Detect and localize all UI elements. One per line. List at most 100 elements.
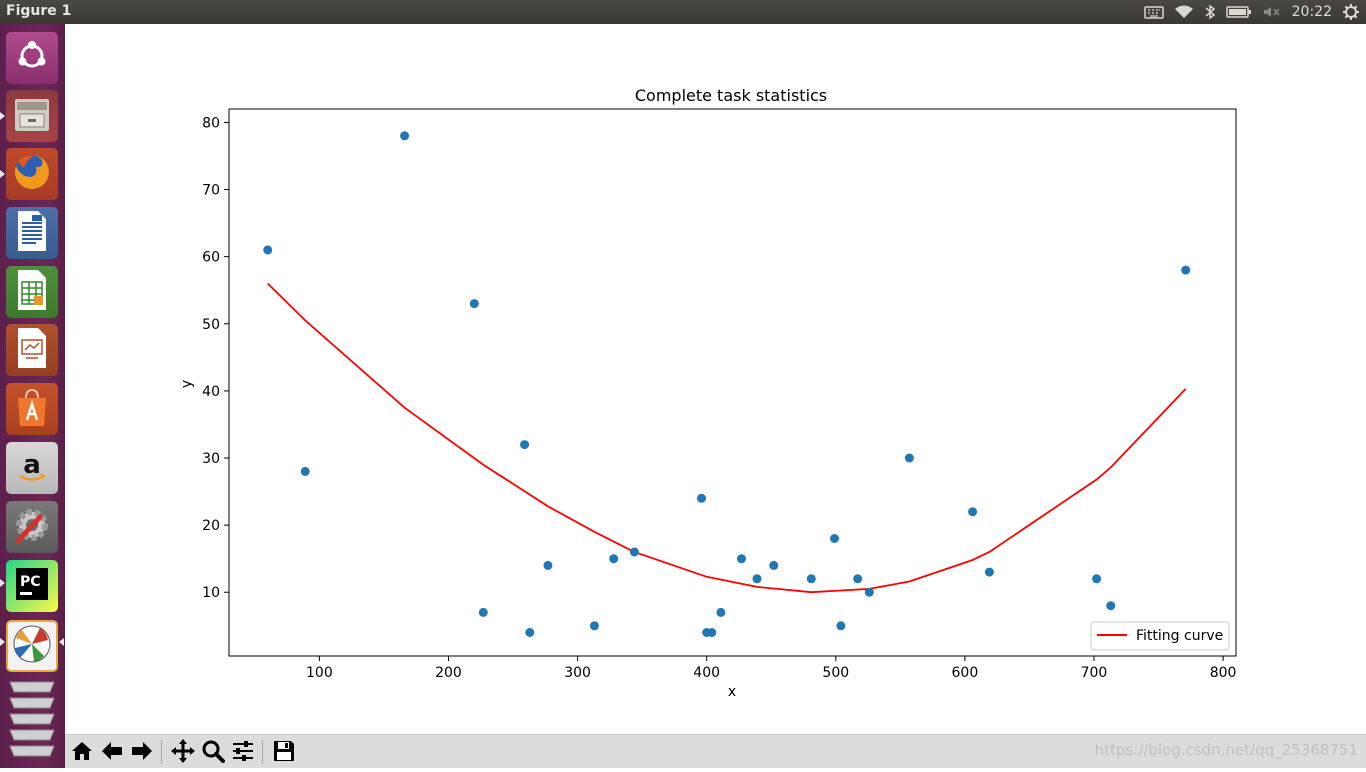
floppy-disk-icon <box>272 739 296 767</box>
settings-wrench-icon <box>10 503 54 551</box>
impress-presentation-icon <box>12 326 52 374</box>
legend-label: Fitting curve <box>1136 628 1223 644</box>
data-point <box>589 621 599 631</box>
x-tick-label: 600 <box>952 665 979 681</box>
data-point <box>525 628 535 637</box>
data-point <box>984 567 994 577</box>
amazon-icon: a <box>12 446 52 490</box>
y-tick-label: 80 <box>202 115 220 131</box>
data-point <box>836 621 846 631</box>
legend-box <box>1090 621 1230 651</box>
pycharm-button[interactable]: PC <box>6 560 58 612</box>
calc-spreadsheet-icon <box>12 268 52 316</box>
amazon-button[interactable]: a <box>6 442 58 494</box>
data-point <box>968 507 978 517</box>
figure-canvas[interactable]: Complete task statistics 100 200 300 400 500… <box>65 24 1366 734</box>
move-arrows-icon <box>170 738 196 768</box>
y-tick-label: 60 <box>202 250 220 266</box>
save-button[interactable] <box>270 739 298 767</box>
home-button[interactable] <box>68 739 96 767</box>
scatter-plot: Complete task statistics 100 200 300 400 500… <box>179 86 1237 700</box>
data-point <box>609 554 619 564</box>
svg-text:PC: PC <box>20 574 41 590</box>
y-tick-label: 40 <box>202 384 220 400</box>
keyboard-icon[interactable] <box>1143 0 1164 24</box>
bluetooth-icon[interactable] <box>1204 0 1216 24</box>
data-point <box>752 574 762 584</box>
x-tick-label: 500 <box>822 665 849 681</box>
back-button[interactable] <box>98 739 126 767</box>
configure-subplots-button[interactable] <box>229 739 257 767</box>
navigation-toolbar: https://blog.csdn.net/qq_25368751 <box>65 734 1366 768</box>
data-point <box>400 131 410 141</box>
running-indicator <box>0 170 5 178</box>
workspace-stack-icon <box>6 676 58 772</box>
firefox-icon <box>10 150 54 198</box>
volume-muted-icon[interactable] <box>1262 0 1282 24</box>
firefox-button[interactable] <box>6 148 58 200</box>
wifi-icon[interactable] <box>1174 0 1194 24</box>
forward-button[interactable] <box>128 739 156 767</box>
ubuntu-dash-button[interactable] <box>6 32 58 84</box>
data-point <box>697 493 706 503</box>
running-indicator <box>0 579 5 587</box>
data-point <box>629 547 639 557</box>
data-point <box>1092 574 1102 584</box>
battery-icon[interactable] <box>1225 0 1252 24</box>
data-point <box>1106 601 1116 611</box>
libreoffice-writer-button[interactable] <box>6 207 58 259</box>
arrow-left-icon <box>100 740 124 766</box>
top-panel: Figure 1 20:22 <box>0 0 1366 24</box>
legend: Fitting curve <box>1090 621 1230 651</box>
data-point <box>830 534 839 543</box>
data-point <box>469 299 479 309</box>
x-axis-ticks: 100 200 300 400 500 600 700 800 <box>306 656 1236 681</box>
zoom-button[interactable] <box>199 739 227 767</box>
y-axis-label: y <box>179 380 195 388</box>
x-tick-label: 800 <box>1210 665 1237 681</box>
running-indicator <box>0 638 5 646</box>
data-point <box>520 440 530 450</box>
system-settings-button[interactable] <box>6 501 58 553</box>
pan-button[interactable] <box>169 739 197 767</box>
toolbar-separator <box>161 740 162 764</box>
ubuntu-logo-icon <box>12 36 52 80</box>
fitting-curve-layer <box>267 282 1187 594</box>
data-point <box>716 607 726 617</box>
files-button[interactable] <box>6 90 58 142</box>
pycharm-icon: PC <box>12 564 52 608</box>
x-tick-label: 200 <box>435 665 462 681</box>
home-icon <box>70 740 94 766</box>
gear-icon[interactable] <box>1342 0 1360 24</box>
svg-text:a: a <box>23 450 41 480</box>
libreoffice-calc-button[interactable] <box>6 266 58 318</box>
axes-frame <box>228 108 1237 657</box>
data-point <box>300 466 310 476</box>
writer-document-icon <box>12 209 52 257</box>
data-point <box>904 453 914 463</box>
x-tick-label: 300 <box>564 665 591 681</box>
data-point <box>806 574 816 584</box>
magnifier-icon <box>201 739 225 767</box>
data-points-layer <box>263 131 1191 637</box>
data-point <box>853 574 863 584</box>
libreoffice-impress-button[interactable] <box>6 324 58 376</box>
data-point <box>1181 265 1191 275</box>
data-point <box>864 587 874 597</box>
shopping-bag-icon <box>12 386 52 432</box>
arrow-right-icon <box>130 740 154 766</box>
ubuntu-software-button[interactable] <box>6 383 58 435</box>
y-tick-label: 10 <box>202 585 220 601</box>
data-point <box>737 554 746 564</box>
figure-window-button[interactable] <box>6 620 58 672</box>
data-point <box>263 245 273 255</box>
file-cabinet-icon <box>11 93 53 139</box>
workspaces-button[interactable] <box>6 676 58 768</box>
clock[interactable]: 20:22 <box>1291 4 1332 20</box>
data-point <box>707 628 717 637</box>
system-tray: 20:22 <box>1143 0 1366 24</box>
x-tick-label: 700 <box>1081 665 1108 681</box>
unity-launcher: a PC <box>0 24 65 768</box>
data-point <box>478 607 488 617</box>
matplotlib-icon <box>10 622 54 670</box>
